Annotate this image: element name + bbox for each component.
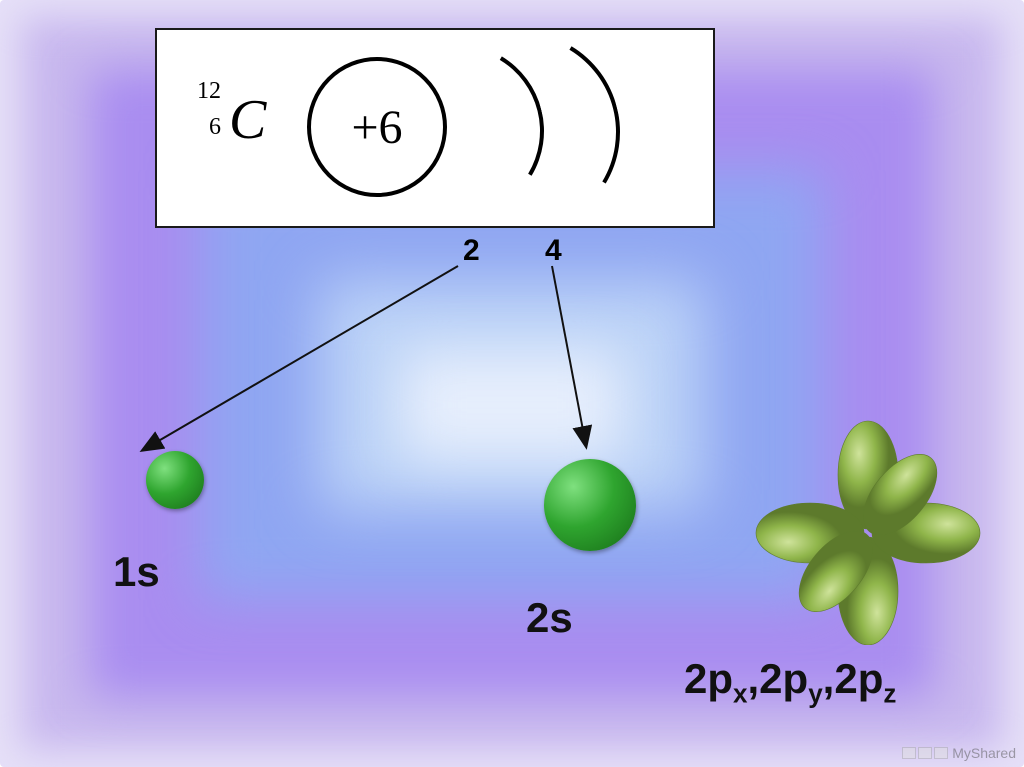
orbital-2s-sphere (544, 459, 636, 551)
orbital-2p-label: 2px,2py,2pz (684, 655, 896, 703)
element-symbol: C (229, 88, 266, 152)
shell-electron-count: 2 (463, 234, 480, 268)
orbital-1s-sphere (146, 451, 204, 509)
orbital-1s-label: 1s (113, 548, 160, 596)
slide-stage: 12 6 C +6 2 4 1s 2s 2px,2py,2pz MyShared (0, 0, 1024, 767)
watermark-text: MyShared (952, 745, 1016, 761)
orbital-2p-cluster (750, 415, 1000, 650)
shell-electron-count: 4 (545, 234, 562, 268)
mass-number: 12 (185, 78, 221, 105)
slides-icon (902, 747, 948, 759)
atomic-number: 6 (185, 114, 221, 141)
watermark: MyShared (902, 745, 1016, 761)
atom-panel: 12 6 C +6 (155, 28, 715, 228)
orbital-2s-label: 2s (526, 594, 573, 642)
